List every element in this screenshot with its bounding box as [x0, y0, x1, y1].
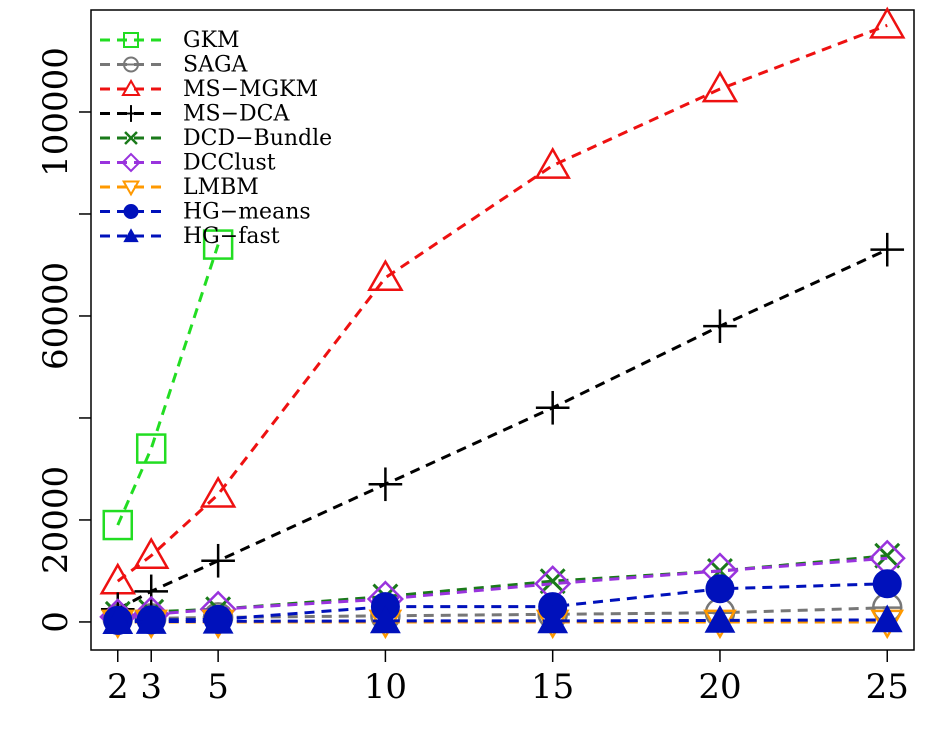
- series-8: [102, 604, 903, 635]
- series-line-4: [117, 554, 888, 616]
- legend-marker-7: [123, 204, 139, 219]
- data-point-8-3: [370, 605, 401, 634]
- legend-label-8: HG−fast: [183, 224, 280, 249]
- data-point-3-6: [870, 232, 905, 267]
- data-point-7-6: [872, 569, 902, 599]
- legend-label-1: SAGA: [183, 53, 249, 78]
- data-point-2-3: [367, 259, 404, 292]
- data-point-3-2: [201, 543, 235, 578]
- data-point-0-1: [135, 433, 167, 464]
- x-tick-label-2: 5: [207, 667, 229, 707]
- series-line-7: [117, 582, 888, 622]
- series-line-5: [117, 556, 888, 619]
- x-tick-label-4: 15: [531, 667, 574, 707]
- legend-item-0: GKM: [100, 28, 240, 53]
- data-point-2-4: [534, 146, 571, 179]
- data-point-3-1: [134, 574, 169, 609]
- series-line-8: [117, 618, 888, 624]
- data-point-0-2: [202, 229, 234, 260]
- data-point-2-5: [701, 70, 739, 103]
- legend-label-6: LMBM: [183, 175, 259, 200]
- plot-frame: [90, 9, 915, 651]
- data-point-8-0: [102, 606, 134, 635]
- legend-label-5: DCClust: [183, 151, 276, 176]
- y-tick-label-1: 20000: [36, 466, 76, 574]
- legend-label-4: DCD−Bundle: [183, 126, 332, 151]
- x-tick-label-6: 25: [866, 667, 909, 707]
- legend-marker-5: [121, 152, 141, 173]
- y-tick-label-0: 0: [36, 611, 76, 633]
- legend-item-2: MS−MGKM: [100, 77, 318, 102]
- legend-label-2: MS−MGKM: [183, 77, 318, 102]
- data-point-4-6: [874, 542, 901, 569]
- legend-marker-1: [123, 56, 139, 73]
- legend: GKMSAGAMS−MGKMMS−DCADCD−BundleDCClustLMB…: [100, 28, 332, 249]
- series-2: [99, 6, 906, 595]
- data-point-3-4: [535, 390, 570, 425]
- data-point-8-1: [135, 606, 167, 634]
- axes-layer: 2 3 5 10 15 20 25 0 20000 60000 100000: [36, 47, 909, 707]
- y-tick-label-3: 100000: [36, 47, 76, 177]
- legend-item-5: DCClust: [100, 151, 276, 176]
- legend-item-4: DCD−Bundle: [100, 126, 332, 151]
- legend-marker-8: [123, 228, 139, 243]
- legend-marker-0: [123, 32, 139, 48]
- series-0: [102, 229, 234, 541]
- legend-label-0: GKM: [183, 28, 240, 53]
- legend-marker-3: [122, 105, 140, 122]
- legend-label-3: MS−DCA: [183, 102, 291, 127]
- x-tick-label-3: 10: [364, 667, 407, 707]
- data-point-2-6: [868, 6, 906, 39]
- data-point-7-5: [705, 574, 735, 604]
- data-point-3-3: [368, 467, 403, 502]
- series-line-2: [116, 23, 888, 583]
- data-point-3-5: [703, 309, 737, 343]
- legend-item-7: HG−means: [100, 200, 311, 225]
- data-point-8-4: [537, 605, 569, 634]
- data-point-8-2: [202, 605, 234, 634]
- legend-item-3: MS−DCA: [100, 102, 291, 127]
- legend-marker-4: [124, 131, 138, 145]
- series-line-3: [117, 248, 888, 611]
- legend-item-1: SAGA: [100, 53, 249, 78]
- data-point-8-6: [871, 604, 903, 633]
- legend-marker-2: [121, 78, 141, 97]
- data-point-0-0: [102, 509, 134, 541]
- legend-item-6: LMBM: [100, 175, 259, 200]
- data-point-2-1: [132, 537, 170, 569]
- legend-item-8: HG−fast: [100, 224, 280, 249]
- x-tick-label-5: 20: [698, 667, 741, 707]
- series-layer: [99, 6, 906, 640]
- x-tick-label-0: 2: [107, 667, 129, 707]
- legend-label-7: HG−means: [183, 200, 311, 225]
- y-tick-label-2: 60000: [36, 262, 76, 370]
- series-line-0: [116, 244, 220, 526]
- x-tick-label-1: 3: [140, 667, 162, 707]
- series-3: [100, 232, 905, 627]
- legend-marker-6: [121, 180, 141, 197]
- data-point-2-0: [99, 562, 137, 595]
- data-point-8-5: [704, 605, 736, 633]
- data-point-2-2: [199, 475, 237, 508]
